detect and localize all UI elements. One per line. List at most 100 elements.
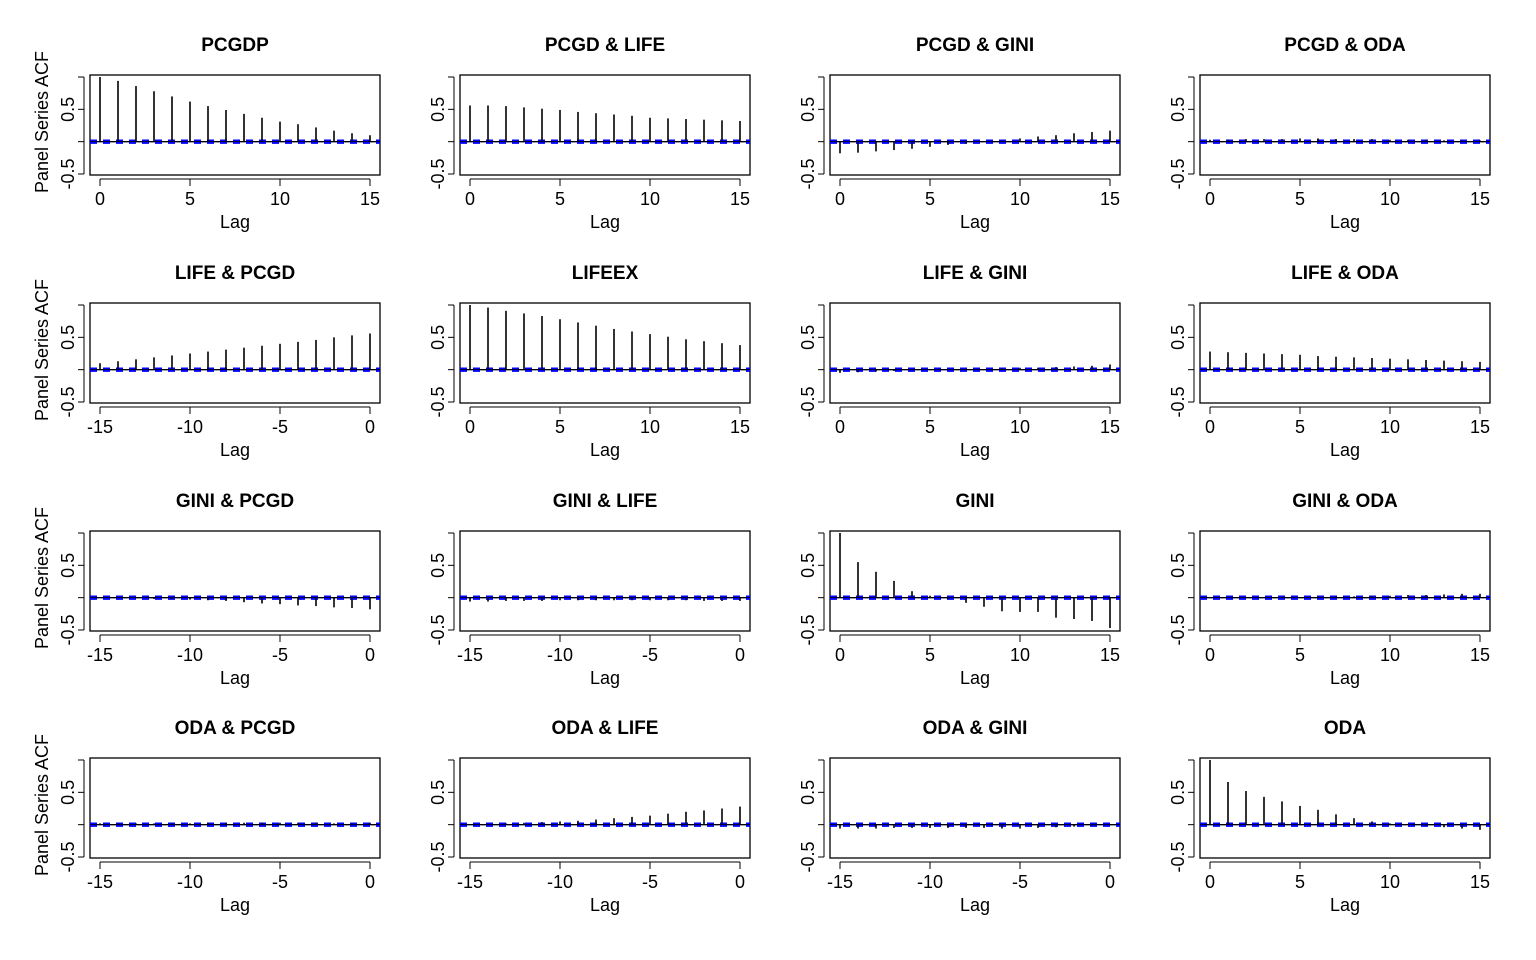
x-tick-label: 5 bbox=[1295, 872, 1305, 892]
x-tick-label: 10 bbox=[1380, 189, 1400, 209]
x-tick-label: 5 bbox=[1295, 417, 1305, 437]
x-tick-label: 15 bbox=[730, 417, 750, 437]
y-tick-label: 0.5 bbox=[58, 553, 78, 578]
panel-title: ODA bbox=[1324, 718, 1367, 739]
panel-title: PCGDP bbox=[201, 35, 269, 56]
x-tick-label: 15 bbox=[730, 189, 750, 209]
panel-title: GINI bbox=[955, 491, 994, 512]
y-tick-label: 0.5 bbox=[798, 780, 818, 805]
acf-panel: LIFE & ODA 0 5 10 15 Lag -0.5 0.5 bbox=[1168, 263, 1491, 460]
x-tick-label: -5 bbox=[272, 872, 288, 892]
acf-panel: PCGDP 0 5 10 15 Lag -0.5 0.5 Panel Series ACF bbox=[32, 35, 381, 232]
x-tick-label: 10 bbox=[1010, 189, 1030, 209]
plot-frame bbox=[459, 302, 751, 404]
x-tick-label: 5 bbox=[555, 417, 565, 437]
x-tick-label: -10 bbox=[547, 872, 573, 892]
x-tick-label: 0 bbox=[735, 872, 745, 892]
panel-title: ODA & LIFE bbox=[552, 718, 659, 739]
x-axis-label: Lag bbox=[960, 440, 990, 460]
y-tick-label: 0.5 bbox=[428, 553, 448, 578]
plot-frame bbox=[829, 530, 1121, 632]
x-tick-label: 10 bbox=[270, 189, 290, 209]
panel-title: PCGD & ODA bbox=[1284, 35, 1406, 56]
x-axis-label: Lag bbox=[1330, 440, 1360, 460]
x-tick-label: -15 bbox=[87, 645, 113, 665]
x-tick-label: -15 bbox=[87, 417, 113, 437]
x-tick-label: -10 bbox=[547, 645, 573, 665]
y-tick-label: 0.5 bbox=[1168, 553, 1188, 578]
x-tick-label: 10 bbox=[1010, 417, 1030, 437]
plot-frame bbox=[829, 757, 1121, 859]
plot-frame bbox=[1199, 302, 1491, 404]
y-tick-label: 0.5 bbox=[58, 325, 78, 350]
y-tick-label: 0.5 bbox=[1168, 780, 1188, 805]
x-tick-label: 15 bbox=[1100, 645, 1120, 665]
acf-panel: PCGD & LIFE 0 5 10 15 Lag -0.5 0.5 bbox=[428, 35, 751, 232]
plot-frame bbox=[1199, 74, 1491, 176]
x-tick-label: 5 bbox=[925, 417, 935, 437]
x-tick-label: 15 bbox=[1470, 872, 1490, 892]
plot-frame bbox=[89, 302, 381, 404]
x-tick-label: 0 bbox=[365, 645, 375, 665]
y-tick-label: 0.5 bbox=[798, 325, 818, 350]
acf-panel: GINI & PCGD -15 -10 -5 0 Lag -0.5 0.5 Panel Seri… bbox=[32, 491, 381, 688]
plot-frame bbox=[89, 74, 381, 176]
x-tick-label: 0 bbox=[365, 872, 375, 892]
y-tick-label: 0.5 bbox=[428, 780, 448, 805]
x-tick-label: -5 bbox=[272, 417, 288, 437]
x-tick-label: 0 bbox=[835, 189, 845, 209]
y-tick-label: 0.5 bbox=[58, 780, 78, 805]
plot-frame bbox=[459, 530, 751, 632]
x-tick-label: -5 bbox=[642, 872, 658, 892]
panel-title: LIFE & PCGD bbox=[175, 263, 295, 284]
y-tick-label: -0.5 bbox=[798, 614, 818, 645]
acf-panel: ODA & LIFE -15 -10 -5 0 Lag -0.5 0.5 bbox=[428, 718, 751, 915]
x-axis-label: Lag bbox=[1330, 668, 1360, 688]
panel-title: LIFE & GINI bbox=[923, 263, 1028, 284]
x-axis-label: Lag bbox=[590, 895, 620, 915]
x-tick-label: 0 bbox=[365, 417, 375, 437]
panel-title: GINI & LIFE bbox=[553, 491, 658, 512]
x-axis-label: Lag bbox=[960, 668, 990, 688]
x-tick-label: 0 bbox=[1205, 417, 1215, 437]
acf-panel: LIFE & PCGD -15 -10 -5 0 Lag -0.5 0.5 Panel Seri… bbox=[32, 263, 381, 460]
x-tick-label: 15 bbox=[1470, 189, 1490, 209]
x-tick-label: 10 bbox=[1380, 417, 1400, 437]
y-tick-label: -0.5 bbox=[58, 386, 78, 417]
y-tick-label: 0.5 bbox=[58, 97, 78, 122]
plot-frame bbox=[829, 74, 1121, 176]
x-axis-label: Lag bbox=[960, 212, 990, 232]
x-tick-label: 0 bbox=[835, 417, 845, 437]
panel-title: PCGD & LIFE bbox=[545, 35, 665, 56]
x-tick-label: 0 bbox=[465, 417, 475, 437]
plot-frame bbox=[829, 302, 1121, 404]
panel-title: GINI & PCGD bbox=[176, 491, 294, 512]
x-axis-label: Lag bbox=[960, 895, 990, 915]
x-tick-label: 15 bbox=[1470, 645, 1490, 665]
x-tick-label: 10 bbox=[1010, 645, 1030, 665]
x-axis-label: Lag bbox=[220, 440, 250, 460]
x-tick-label: 0 bbox=[1205, 189, 1215, 209]
x-tick-label: -5 bbox=[642, 645, 658, 665]
x-tick-label: 10 bbox=[640, 189, 660, 209]
plot-frame bbox=[459, 74, 751, 176]
x-tick-label: -10 bbox=[917, 872, 943, 892]
acf-panel: ODA & GINI -15 -10 -5 0 Lag -0.5 0.5 bbox=[798, 718, 1121, 915]
y-tick-label: 0.5 bbox=[798, 553, 818, 578]
x-tick-label: 15 bbox=[1470, 417, 1490, 437]
x-axis-label: Lag bbox=[1330, 895, 1360, 915]
y-tick-label: 0.5 bbox=[1168, 97, 1188, 122]
x-axis-label: Lag bbox=[590, 212, 620, 232]
acf-panel: ODA & PCGD -15 -10 -5 0 Lag -0.5 0.5 Panel Serie… bbox=[32, 718, 381, 915]
y-axis-label: Panel Series ACF bbox=[32, 734, 52, 876]
x-tick-label: 10 bbox=[640, 417, 660, 437]
y-tick-label: 0.5 bbox=[428, 325, 448, 350]
plot-frame bbox=[89, 530, 381, 632]
panel-title: ODA & GINI bbox=[923, 718, 1028, 739]
y-tick-label: -0.5 bbox=[798, 386, 818, 417]
acf-panel: LIFEEX 0 5 10 15 Lag -0.5 0.5 bbox=[428, 263, 751, 460]
x-tick-label: -15 bbox=[457, 872, 483, 892]
x-axis-label: Lag bbox=[590, 440, 620, 460]
x-tick-label: 5 bbox=[925, 645, 935, 665]
y-tick-label: -0.5 bbox=[428, 158, 448, 189]
